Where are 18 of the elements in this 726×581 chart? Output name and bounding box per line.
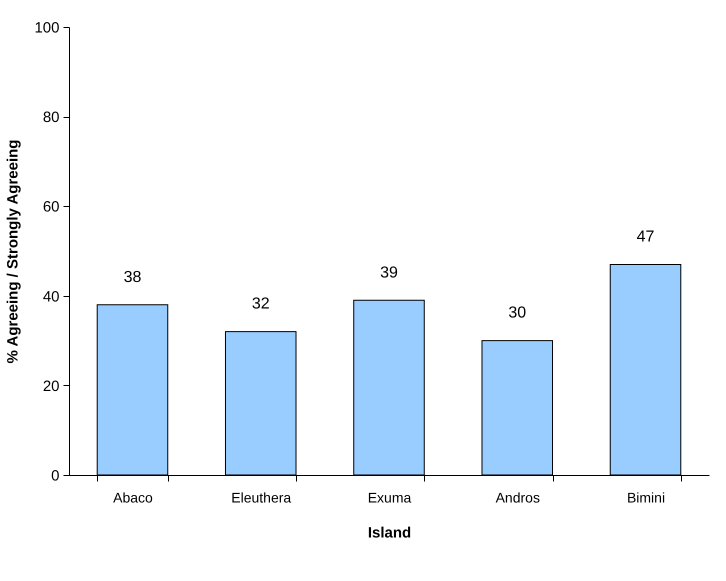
y-tick-label: 20 [42,378,60,395]
y-tick-label: 40 [42,288,60,306]
y-tick-label: 80 [42,109,60,126]
y-tick-label: 60 [42,198,60,216]
y-tick-label: 0 [51,468,60,484]
data-label: 38 [124,268,142,286]
data-label: 32 [252,296,270,313]
data-label: 39 [380,264,398,282]
y-axis-title: % Agreeing / Strongly Agreeing [4,140,22,364]
x-tick-label: Eleuthera [231,490,292,506]
x-tick-label: Abaco [113,490,154,506]
x-axis-title: Island [368,524,412,542]
data-label: 30 [508,304,526,322]
x-tick-label: Andros [496,490,540,506]
y-tick-label: 100 [34,20,60,36]
x-tick-label: Bimini [626,490,666,506]
data-label: 47 [636,228,655,246]
x-tick-label: Exuma [368,490,412,506]
